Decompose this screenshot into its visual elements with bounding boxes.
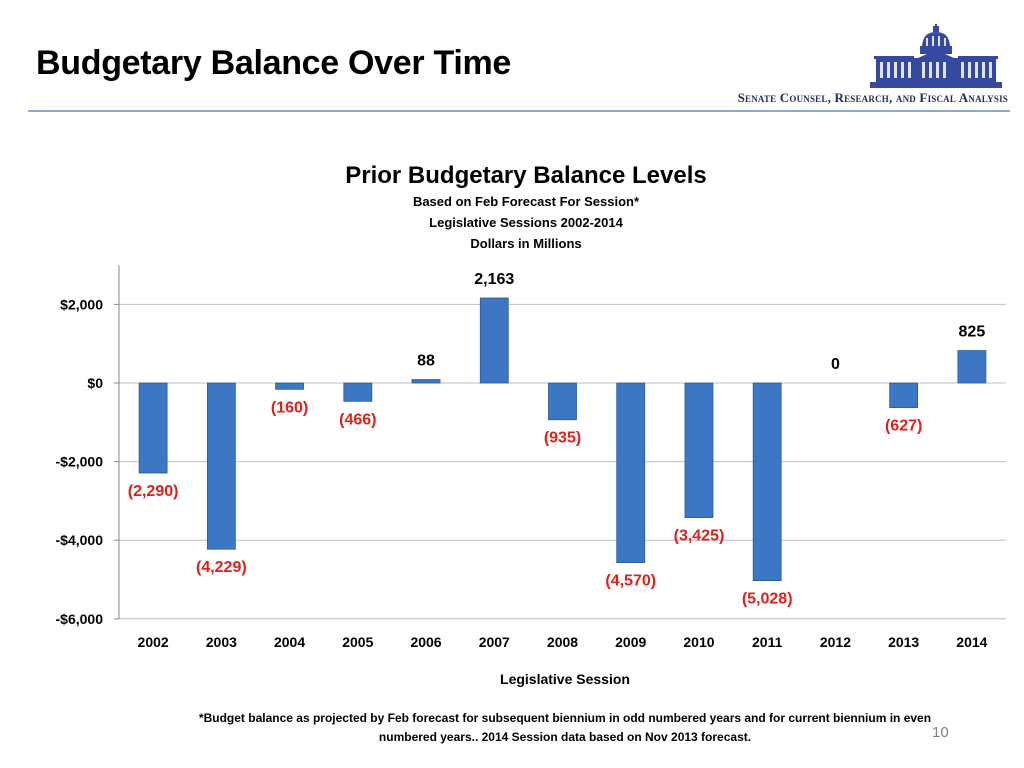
bar-2013 (889, 382, 919, 409)
page-number: 10 (932, 724, 949, 741)
department-name: Senate Counsel, Research, and Fiscal Ana… (737, 90, 1008, 105)
x-axis-ticks: 2002 2003 2004 2005 2006 2007 2008 2009 2010 2011… (138, 634, 988, 650)
data-label-2013: (627) (885, 418, 922, 435)
gridlines (119, 303, 1006, 620)
x-tick-label: 2005 (342, 634, 373, 650)
bar-2002 (138, 382, 168, 474)
bar-2010 (684, 382, 714, 519)
data-label-2009: (4,570) (605, 573, 656, 590)
bar-2003 (206, 382, 236, 550)
bars (138, 297, 987, 582)
bar-2005 (343, 382, 373, 402)
data-label-2008: (935) (544, 430, 581, 447)
data-label-2004: (160) (271, 399, 308, 416)
capitol-building-logo (870, 24, 1002, 88)
x-tick-label: 2008 (547, 634, 578, 650)
x-tick-label: 2013 (888, 634, 919, 650)
y-tick-label: $0 (87, 375, 103, 391)
x-tick-label: 2007 (479, 634, 510, 650)
chart-title: Prior Budgetary Balance Levels (345, 162, 706, 189)
data-label-2006: 88 (417, 353, 435, 370)
chart-subtitle-3: Dollars in Millions (470, 236, 581, 251)
data-labels: (2,290) (4,229) (160) (466) 88 2,163 (935) (4,5… (128, 271, 986, 608)
x-tick-label: 2014 (956, 634, 987, 650)
bar-2011 (752, 382, 782, 582)
footnote: *Budget balance as projected by Feb fore… (150, 709, 980, 747)
x-tick-label: 2010 (683, 634, 714, 650)
x-tick-label: 2011 (752, 634, 783, 650)
bar-2007 (479, 297, 509, 384)
bar-2008 (548, 382, 577, 421)
data-label-2005: (466) (339, 411, 376, 428)
data-label-2002: (2,290) (128, 483, 179, 500)
footnote-line-1: *Budget balance as projected by Feb fore… (198, 711, 932, 725)
y-tick-label: -$2,000 (56, 454, 104, 470)
header-rule (28, 110, 1010, 112)
x-tick-label: 2004 (274, 634, 305, 650)
x-tick-label: 2012 (820, 634, 851, 650)
footnote-line-2: numbered years.. 2014 Session data based… (378, 730, 752, 744)
x-tick-label: 2009 (615, 634, 646, 650)
bar-2006 (411, 379, 441, 384)
y-tick-label: -$4,000 (56, 532, 104, 548)
data-label-2011: (5,028) (742, 591, 793, 608)
bar-2014 (957, 350, 987, 384)
x-tick-label: 2003 (206, 634, 237, 650)
x-tick-label: 2006 (410, 634, 441, 650)
data-label-2012: 0 (831, 356, 840, 373)
x-tick-label: 2002 (138, 634, 169, 650)
x-axis-title: Legislative Session (500, 671, 630, 687)
chart-subtitle-2: Legislative Sessions 2002-2014 (429, 215, 623, 230)
y-axis-ticks: $2,000 $0 -$2,000 -$4,000 -$6,000 (56, 265, 120, 627)
data-label-2010: (3,425) (674, 528, 725, 545)
data-label-2014: 825 (959, 324, 986, 341)
bar-2009 (616, 382, 646, 564)
bar-2004 (275, 382, 304, 390)
slide-title: Budgetary Balance Over Time (36, 44, 512, 82)
y-tick-label: -$6,000 (56, 611, 104, 627)
data-label-2007: 2,163 (474, 271, 514, 288)
bar-chart: Prior Budgetary Balance Levels Based on … (56, 162, 1006, 687)
y-tick-label: $2,000 (60, 296, 103, 312)
chart-subtitle-1: Based on Feb Forecast For Session* (413, 194, 640, 209)
data-label-2003: (4,229) (196, 559, 247, 576)
